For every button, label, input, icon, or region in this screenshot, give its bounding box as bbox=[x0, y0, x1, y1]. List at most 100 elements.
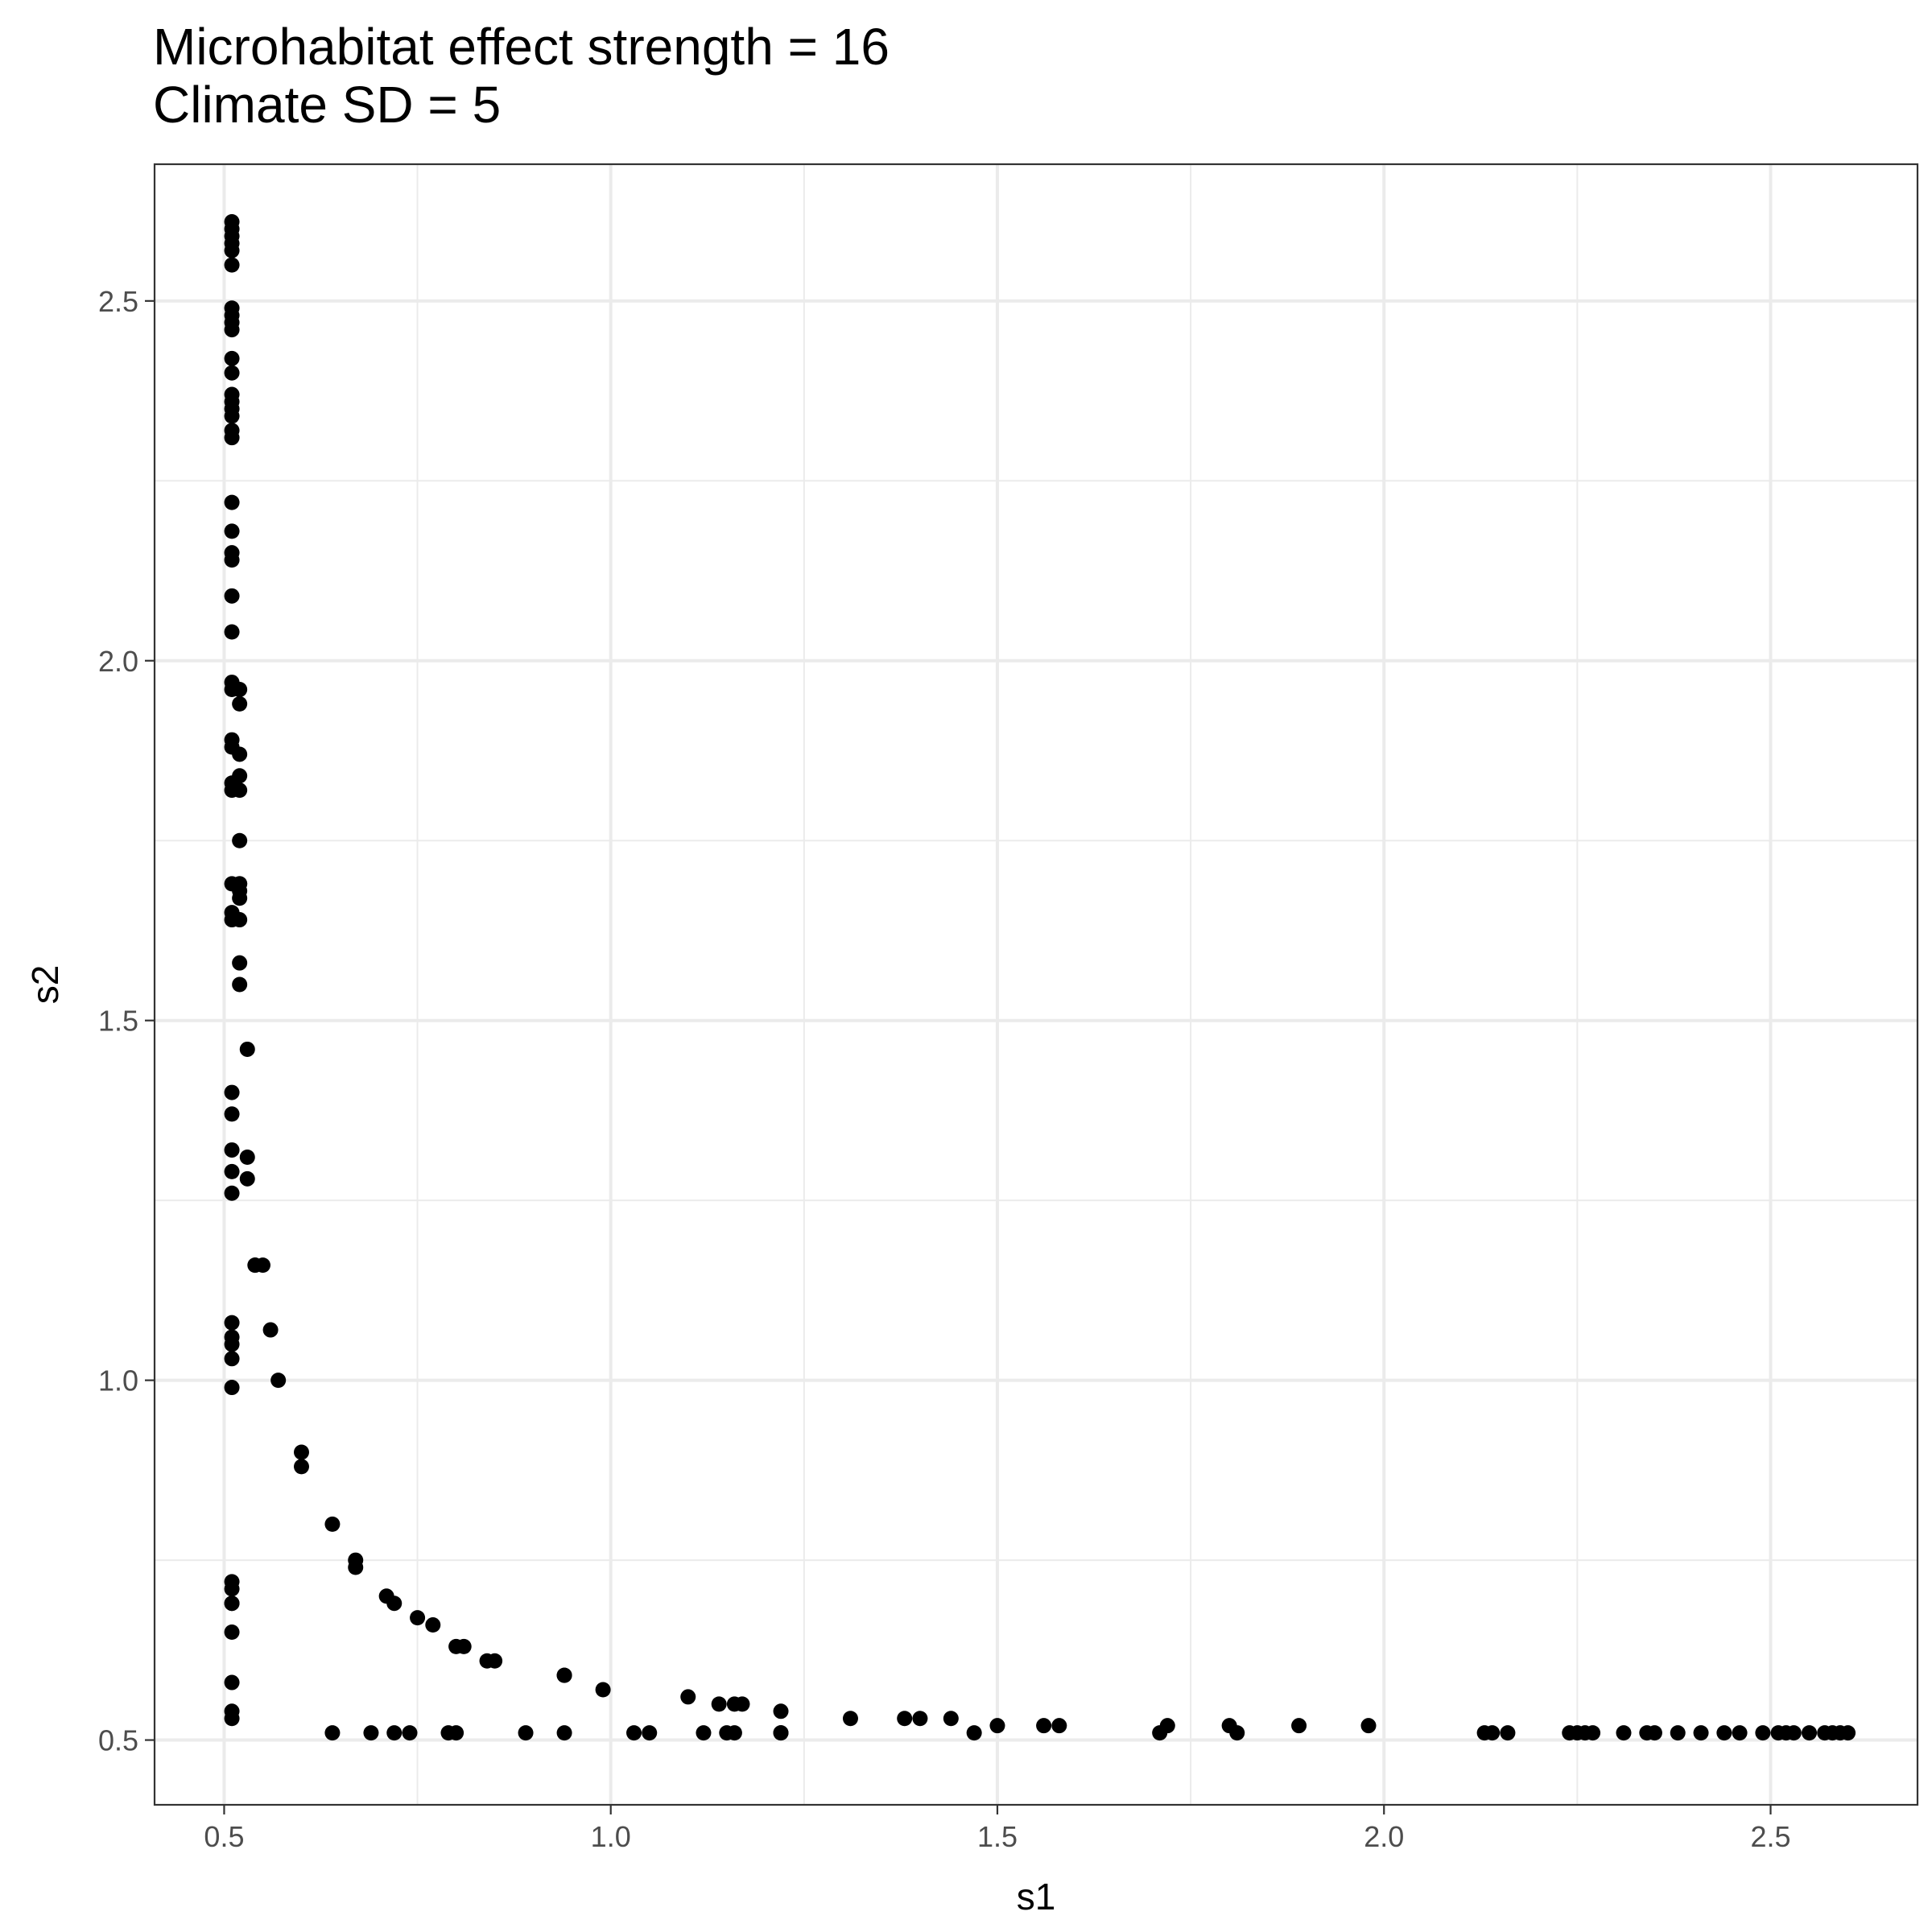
data-point bbox=[1500, 1725, 1516, 1741]
y-tick-label: 2.0 bbox=[98, 645, 138, 678]
data-point bbox=[1802, 1725, 1818, 1741]
data-point bbox=[1585, 1725, 1601, 1741]
data-point bbox=[773, 1725, 789, 1741]
x-tick-label: 2.0 bbox=[1364, 1820, 1404, 1853]
data-point bbox=[224, 1185, 240, 1201]
y-tick-label: 2.5 bbox=[98, 285, 138, 318]
data-point bbox=[224, 242, 240, 258]
data-point bbox=[1152, 1725, 1168, 1741]
data-point bbox=[224, 1142, 240, 1158]
data-point bbox=[239, 1170, 255, 1187]
data-point bbox=[425, 1617, 441, 1633]
data-point bbox=[642, 1725, 658, 1741]
data-point bbox=[402, 1725, 418, 1741]
data-point bbox=[989, 1718, 1005, 1734]
data-point bbox=[842, 1711, 858, 1727]
data-point bbox=[294, 1459, 309, 1475]
data-point bbox=[363, 1725, 379, 1741]
data-point bbox=[1360, 1718, 1377, 1734]
plot-panel bbox=[155, 164, 1918, 1805]
data-point bbox=[232, 682, 248, 698]
data-point bbox=[1291, 1718, 1307, 1734]
data-point bbox=[232, 832, 248, 848]
data-point bbox=[232, 782, 248, 799]
data-point bbox=[456, 1638, 472, 1654]
data-point bbox=[726, 1725, 742, 1741]
data-point bbox=[224, 1106, 240, 1122]
data-point bbox=[1840, 1725, 1856, 1741]
data-point bbox=[239, 1150, 255, 1166]
data-point bbox=[224, 1380, 240, 1396]
data-point bbox=[224, 1624, 240, 1640]
x-tick-label: 2.5 bbox=[1750, 1820, 1790, 1853]
data-point bbox=[912, 1711, 928, 1727]
data-point bbox=[224, 1596, 240, 1612]
data-point bbox=[224, 523, 240, 539]
major-gridlines bbox=[155, 164, 1918, 1805]
minor-gridlines bbox=[155, 164, 1918, 1805]
data-point bbox=[224, 1084, 240, 1100]
data-point bbox=[556, 1667, 572, 1683]
data-point bbox=[1484, 1725, 1501, 1741]
data-point bbox=[1785, 1725, 1802, 1741]
data-point bbox=[224, 322, 240, 338]
data-point bbox=[224, 350, 240, 366]
data-point bbox=[224, 257, 240, 273]
data-point bbox=[324, 1725, 341, 1741]
data-point bbox=[487, 1653, 503, 1669]
data-point bbox=[232, 912, 248, 928]
data-point bbox=[1229, 1725, 1245, 1741]
data-point bbox=[386, 1725, 402, 1741]
x-tick-label: 1.0 bbox=[591, 1820, 631, 1853]
data-point bbox=[224, 1315, 240, 1331]
data-point bbox=[294, 1444, 309, 1460]
x-tick-label: 0.5 bbox=[204, 1820, 244, 1853]
data-point bbox=[224, 430, 240, 446]
data-point bbox=[224, 552, 240, 568]
data-point bbox=[518, 1725, 534, 1741]
data-point bbox=[232, 746, 248, 762]
data-point bbox=[254, 1257, 270, 1274]
y-axis-ticks: 0.5 1.0 1.5 2.0 2.5 bbox=[98, 285, 155, 1757]
data-point bbox=[711, 1696, 727, 1712]
data-point bbox=[224, 494, 240, 510]
y-tick-label: 1.5 bbox=[98, 1005, 138, 1038]
x-tick-label: 1.5 bbox=[977, 1820, 1018, 1853]
data-point bbox=[1716, 1725, 1732, 1741]
data-point bbox=[556, 1725, 572, 1741]
data-point bbox=[448, 1725, 464, 1741]
data-point bbox=[1755, 1725, 1771, 1741]
y-tick-label: 0.5 bbox=[98, 1724, 138, 1757]
data-point bbox=[410, 1610, 426, 1626]
data-point bbox=[224, 1674, 240, 1690]
data-point bbox=[680, 1689, 696, 1705]
data-point bbox=[232, 955, 248, 971]
data-points bbox=[224, 214, 1856, 1741]
data-point bbox=[1646, 1725, 1662, 1741]
data-point bbox=[232, 976, 248, 993]
data-point bbox=[224, 588, 240, 604]
data-point bbox=[595, 1682, 611, 1698]
data-point bbox=[239, 1041, 255, 1057]
data-point bbox=[232, 876, 248, 892]
y-axis-title: s2 bbox=[24, 965, 66, 1005]
chart-subtitle: Climate SD = 5 bbox=[153, 76, 502, 134]
data-point bbox=[224, 408, 240, 424]
data-point bbox=[966, 1725, 982, 1741]
data-point bbox=[224, 1581, 240, 1597]
data-point bbox=[232, 696, 248, 712]
y-tick-label: 1.0 bbox=[98, 1364, 138, 1397]
data-point bbox=[348, 1559, 364, 1575]
chart-title: Microhabitat effect strength = 16 bbox=[153, 18, 890, 76]
data-point bbox=[1732, 1725, 1748, 1741]
plot-border bbox=[153, 163, 1919, 1806]
data-point bbox=[224, 1336, 240, 1352]
x-axis-ticks: 0.5 1.0 1.5 2.0 2.5 bbox=[204, 1805, 1791, 1853]
data-point bbox=[1036, 1718, 1052, 1734]
data-point bbox=[386, 1596, 402, 1612]
data-point bbox=[1670, 1725, 1686, 1741]
data-point bbox=[224, 365, 240, 381]
data-point bbox=[626, 1725, 642, 1741]
data-point bbox=[232, 890, 248, 906]
